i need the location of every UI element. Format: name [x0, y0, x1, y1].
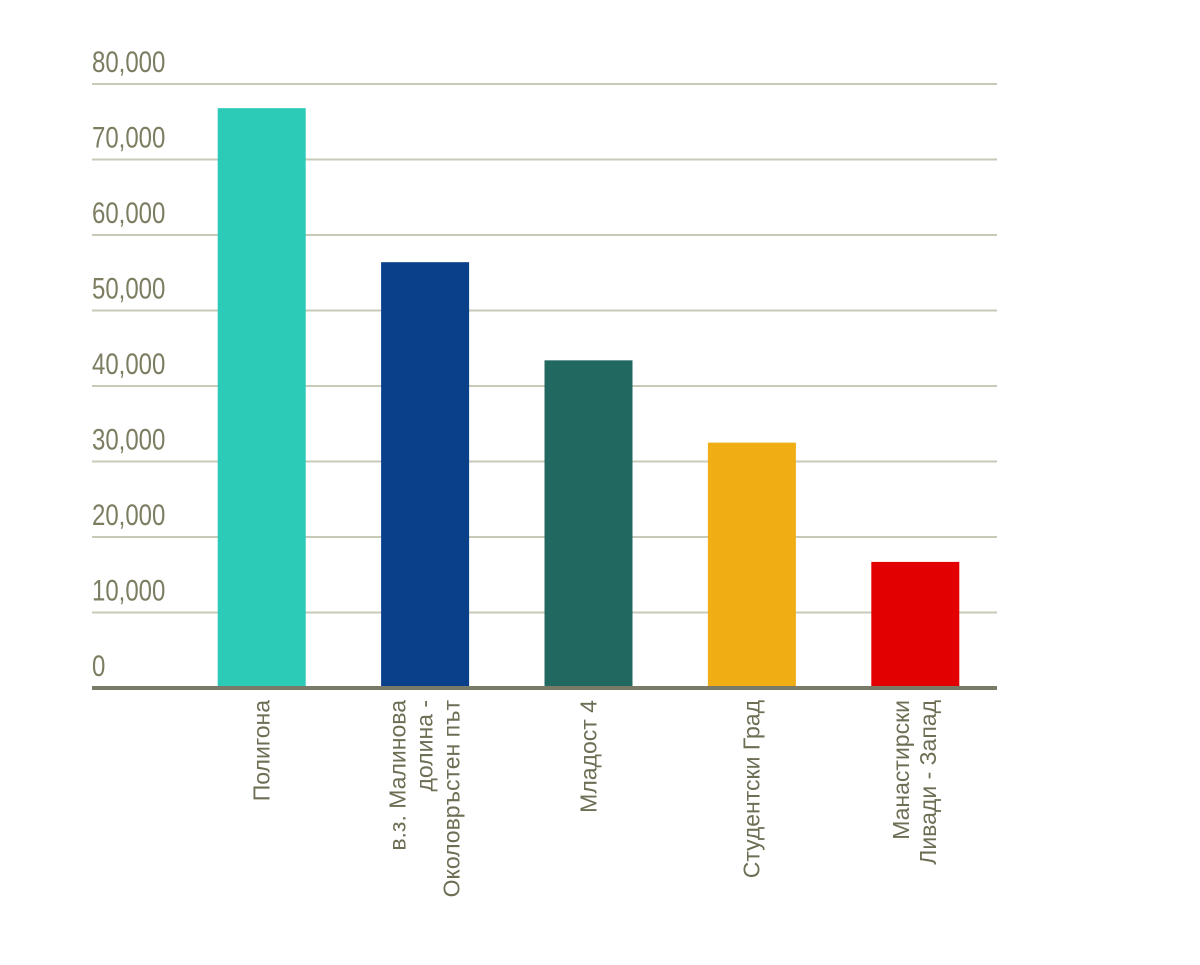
y-tick-label: 70,000 — [92, 120, 165, 154]
bar — [217, 108, 306, 688]
x-tick-label: Полигона — [248, 700, 275, 802]
bar — [871, 561, 960, 688]
bar — [544, 360, 633, 688]
y-tick-label: 80,000 — [92, 44, 165, 78]
y-tick-label: 10,000 — [92, 573, 165, 607]
bar — [381, 262, 470, 688]
x-tick-label: в.з. Малинова долина - Околовръстен път — [384, 700, 465, 898]
y-tick-label: 40,000 — [92, 346, 165, 380]
y-tick-label: 20,000 — [92, 497, 165, 531]
y-tick-label: 0 — [92, 648, 105, 682]
x-tick-label: Студентски Град — [738, 700, 765, 879]
y-tick-label: 60,000 — [92, 195, 165, 229]
x-tick-label: Младост 4 — [575, 700, 601, 813]
y-tick-label: 50,000 — [92, 271, 165, 305]
y-tick-label: 30,000 — [92, 422, 165, 456]
x-tick-label: Манастирски Ливади - Запад — [888, 700, 942, 865]
bar — [707, 442, 796, 688]
